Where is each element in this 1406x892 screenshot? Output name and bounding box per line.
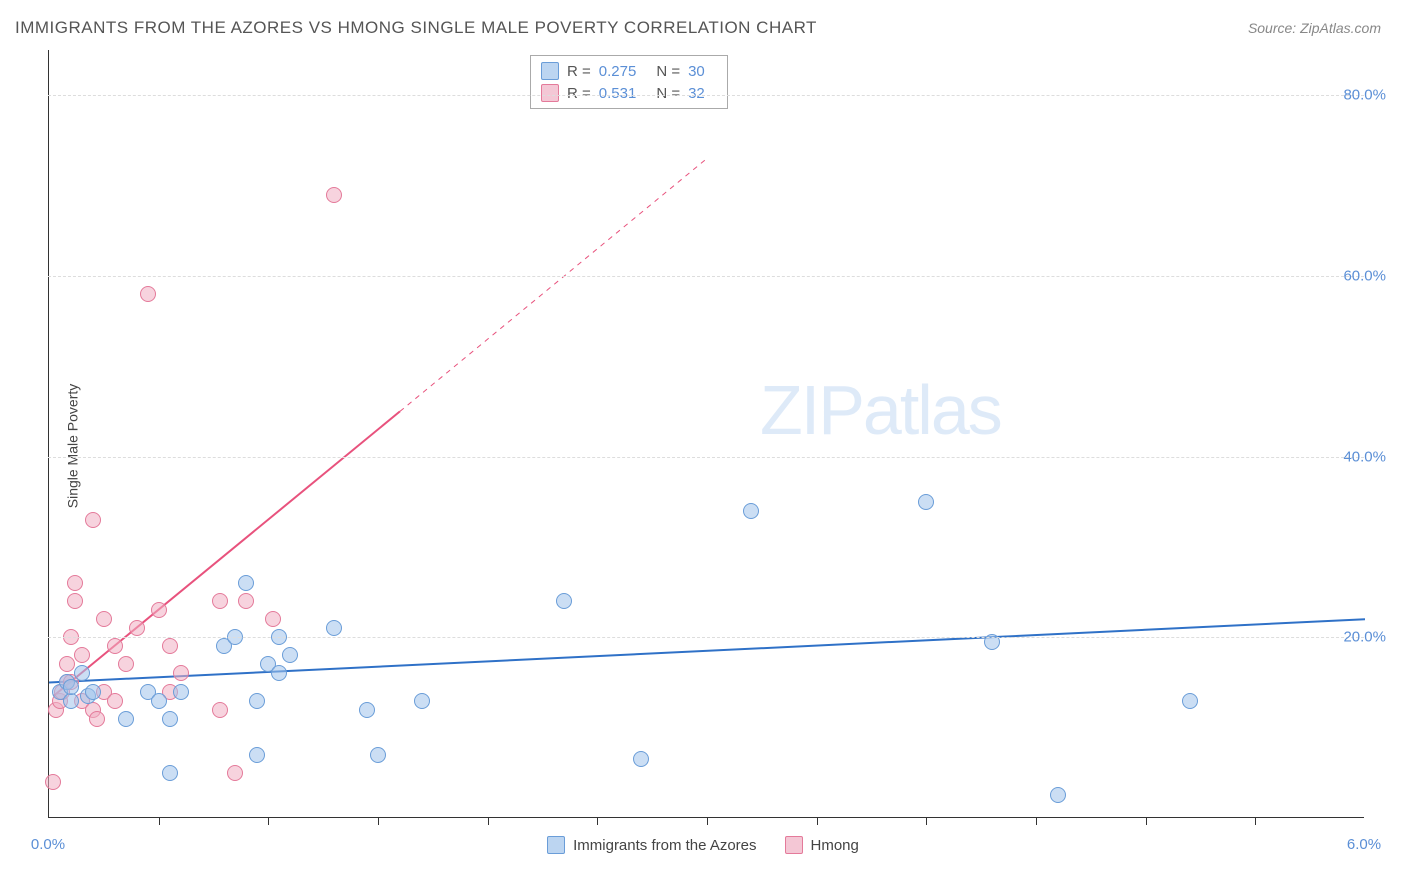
chart-title: IMMIGRANTS FROM THE AZORES VS HMONG SING… <box>15 18 817 38</box>
x-tick <box>1146 817 1147 825</box>
data-point-hmong <box>173 665 189 681</box>
data-point-azores <box>74 665 90 681</box>
n-label: N = <box>656 85 680 102</box>
x-tick <box>707 817 708 825</box>
r-label: R = <box>567 85 591 102</box>
r-label: R = <box>567 63 591 80</box>
data-point-azores <box>370 747 386 763</box>
data-point-azores <box>282 647 298 663</box>
data-point-azores <box>414 693 430 709</box>
data-point-hmong <box>162 638 178 654</box>
legend-item-azores: Immigrants from the Azores <box>547 836 756 854</box>
data-point-azores <box>326 620 342 636</box>
data-point-azores <box>743 503 759 519</box>
data-point-hmong <box>238 593 254 609</box>
swatch-blue-icon <box>541 62 559 80</box>
data-point-hmong <box>67 593 83 609</box>
series-legend: Immigrants from the Azores Hmong <box>0 836 1406 854</box>
gridline <box>48 637 1364 638</box>
data-point-azores <box>85 684 101 700</box>
plot-area <box>48 50 1364 818</box>
data-point-hmong <box>67 575 83 591</box>
stats-row-hmong: R = 0.531 N = 32 <box>541 82 717 104</box>
x-tick <box>488 817 489 825</box>
data-point-hmong <box>89 711 105 727</box>
x-tick <box>1255 817 1256 825</box>
data-point-azores <box>238 575 254 591</box>
data-point-azores <box>63 679 79 695</box>
trend-lines-layer <box>49 50 1365 818</box>
n-value: 32 <box>688 85 705 102</box>
data-point-hmong <box>129 620 145 636</box>
data-point-hmong <box>74 647 90 663</box>
data-point-azores <box>359 702 375 718</box>
data-point-azores <box>162 711 178 727</box>
legend-label: Hmong <box>811 837 859 854</box>
swatch-pink-icon <box>541 84 559 102</box>
data-point-hmong <box>96 611 112 627</box>
legend-label: Immigrants from the Azores <box>573 837 756 854</box>
data-point-azores <box>633 751 649 767</box>
x-tick-label: 6.0% <box>1347 836 1381 853</box>
data-point-azores <box>556 593 572 609</box>
data-point-hmong <box>85 512 101 528</box>
data-point-hmong <box>265 611 281 627</box>
n-label: N = <box>656 63 680 80</box>
gridline <box>48 276 1364 277</box>
data-point-hmong <box>107 693 123 709</box>
source-attribution: Source: ZipAtlas.com <box>1248 20 1381 36</box>
x-tick <box>597 817 598 825</box>
y-tick-label: 20.0% <box>1343 629 1386 646</box>
stats-row-azores: R = 0.275 N = 30 <box>541 60 717 82</box>
y-tick-label: 40.0% <box>1343 448 1386 465</box>
data-point-azores <box>173 684 189 700</box>
data-point-hmong <box>118 656 134 672</box>
swatch-pink-icon <box>785 836 803 854</box>
data-point-hmong <box>326 187 342 203</box>
data-point-azores <box>249 747 265 763</box>
data-point-azores <box>1050 787 1066 803</box>
x-tick <box>159 817 160 825</box>
data-point-azores <box>162 765 178 781</box>
data-point-hmong <box>140 286 156 302</box>
data-point-hmong <box>212 593 228 609</box>
data-point-azores <box>271 665 287 681</box>
data-point-azores <box>1182 693 1198 709</box>
swatch-blue-icon <box>547 836 565 854</box>
data-point-hmong <box>227 765 243 781</box>
x-tick-label: 0.0% <box>31 836 65 853</box>
data-point-azores <box>918 494 934 510</box>
gridline <box>48 457 1364 458</box>
x-tick <box>1036 817 1037 825</box>
legend-item-hmong: Hmong <box>785 836 859 854</box>
data-point-hmong <box>45 774 61 790</box>
data-point-hmong <box>107 638 123 654</box>
r-value: 0.275 <box>599 63 637 80</box>
stats-legend: R = 0.275 N = 30 R = 0.531 N = 32 <box>530 55 728 109</box>
r-value: 0.531 <box>599 85 637 102</box>
gridline <box>48 95 1364 96</box>
x-tick <box>378 817 379 825</box>
n-value: 30 <box>688 63 705 80</box>
x-tick <box>817 817 818 825</box>
data-point-azores <box>151 693 167 709</box>
data-point-hmong <box>151 602 167 618</box>
data-point-hmong <box>59 656 75 672</box>
y-tick-label: 80.0% <box>1343 87 1386 104</box>
data-point-hmong <box>212 702 228 718</box>
data-point-azores <box>118 711 134 727</box>
data-point-azores <box>984 634 1000 650</box>
x-tick <box>268 817 269 825</box>
y-tick-label: 60.0% <box>1343 267 1386 284</box>
data-point-azores <box>249 693 265 709</box>
x-tick <box>926 817 927 825</box>
